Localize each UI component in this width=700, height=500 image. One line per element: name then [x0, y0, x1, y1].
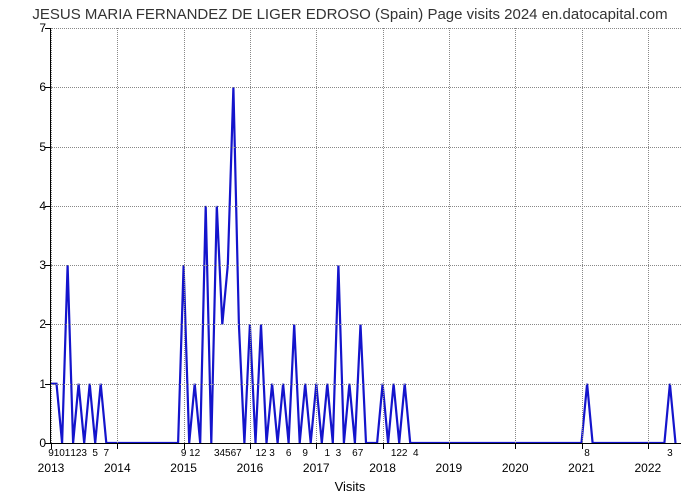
xaxis-year-label: 2019	[436, 461, 463, 475]
chart-title: JESUS MARIA FERNANDEZ DE LIGER EDROSO (S…	[0, 6, 700, 23]
xaxis-minor-label: 3	[667, 448, 673, 459]
xaxis-minor-label: 7	[103, 448, 109, 459]
gridline-v	[316, 28, 317, 443]
xaxis-year-label: 2022	[634, 461, 661, 475]
yaxis-label: 3	[26, 258, 46, 272]
gridline-h	[51, 324, 681, 325]
xaxis-minor-label: 2	[402, 448, 408, 459]
xaxis-minor-label: 1	[325, 448, 331, 459]
xtick	[383, 443, 384, 449]
gridline-v	[582, 28, 583, 443]
xaxis-minor-label: 9	[181, 448, 187, 459]
xtick	[449, 443, 450, 449]
yaxis-label: 7	[26, 21, 46, 35]
gridline-h	[51, 87, 681, 88]
gridline-v	[648, 28, 649, 443]
series-line	[51, 28, 681, 443]
xaxis-minor-label: 3	[81, 448, 87, 459]
xaxis-title: Visits	[335, 479, 366, 494]
gridline-v	[184, 28, 185, 443]
xaxis-minor-label: 7	[236, 448, 242, 459]
gridline-v	[515, 28, 516, 443]
xaxis-minor-label: 3	[336, 448, 342, 459]
xaxis-year-label: 2015	[170, 461, 197, 475]
yaxis-label: 0	[26, 436, 46, 450]
gridline-h	[51, 147, 681, 148]
xaxis-year-label: 2018	[369, 461, 396, 475]
xaxis-minor-label: 3	[269, 448, 275, 459]
xaxis-year-label: 2020	[502, 461, 529, 475]
xaxis-minor-label: 12	[189, 448, 200, 459]
xaxis-year-label: 2021	[568, 461, 595, 475]
gridline-v	[449, 28, 450, 443]
gridline-h	[51, 206, 681, 207]
xtick	[515, 443, 516, 449]
xtick	[582, 443, 583, 449]
plot-area: 0123456720132014201520162017201820192020…	[50, 28, 681, 444]
gridline-v	[117, 28, 118, 443]
xaxis-minor-label: 5	[92, 448, 98, 459]
xaxis-year-label: 2013	[38, 461, 65, 475]
xaxis-minor-label: 4	[413, 448, 419, 459]
gridline-v	[250, 28, 251, 443]
xaxis-minor-label: 6	[286, 448, 292, 459]
xaxis-year-label: 2016	[237, 461, 264, 475]
xtick	[250, 443, 251, 449]
gridline-h	[51, 28, 681, 29]
gridline-v	[383, 28, 384, 443]
xtick	[316, 443, 317, 449]
xtick	[117, 443, 118, 449]
visits-line-chart: JESUS MARIA FERNANDEZ DE LIGER EDROSO (S…	[0, 0, 700, 500]
gridline-h	[51, 384, 681, 385]
yaxis-label: 6	[26, 80, 46, 94]
xaxis-minor-label: 7	[358, 448, 364, 459]
xaxis-year-label: 2017	[303, 461, 330, 475]
yaxis-label: 4	[26, 199, 46, 213]
yaxis-label: 1	[26, 377, 46, 391]
gridline-v	[51, 28, 52, 443]
yaxis-label: 2	[26, 317, 46, 331]
gridline-h	[51, 265, 681, 266]
xaxis-year-label: 2014	[104, 461, 131, 475]
yaxis-label: 5	[26, 140, 46, 154]
xtick	[648, 443, 649, 449]
xaxis-minor-label: 9	[302, 448, 308, 459]
xaxis-minor-label: 8	[584, 448, 590, 459]
xaxis-minor-label: 12	[255, 448, 266, 459]
